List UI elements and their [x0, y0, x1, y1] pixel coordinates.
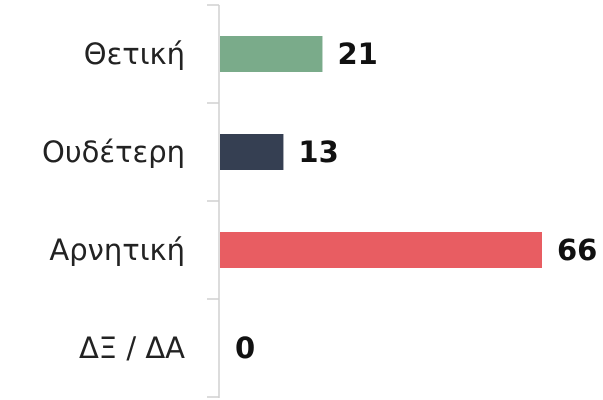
value-label: 13 [298, 135, 338, 169]
value-label: 0 [235, 331, 255, 365]
value-label: 21 [337, 37, 377, 71]
category-label: Θετική [84, 37, 185, 71]
bar [220, 134, 284, 170]
bar [220, 232, 542, 268]
value-label: 66 [557, 233, 597, 267]
category-label: Ουδέτερη [42, 135, 185, 169]
category-label: ΔΞ / ΔΑ [79, 331, 185, 365]
category-label: Αρνητική [49, 233, 185, 267]
bar [220, 36, 323, 72]
